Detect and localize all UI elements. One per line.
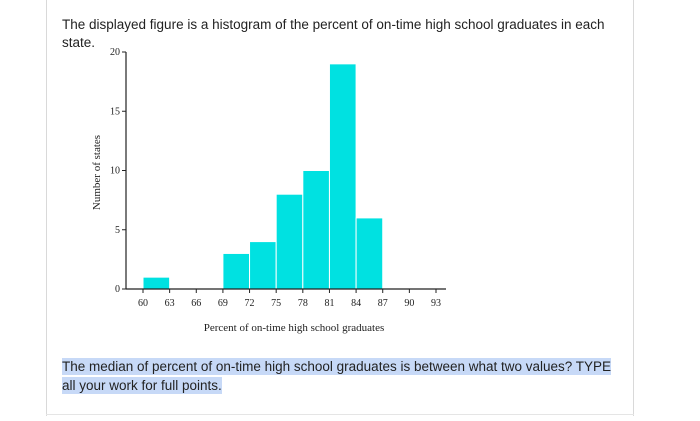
x-tick-label: 93 (431, 298, 441, 309)
x-tick-label: 90 (404, 298, 414, 309)
histogram-bar (275, 193, 304, 290)
question-intro: The displayed figure is a histogram of t… (62, 17, 605, 50)
histogram-bar (355, 217, 384, 290)
histogram-bar (222, 252, 251, 290)
histogram-bar (142, 276, 171, 290)
y-tick-label: 0 (115, 284, 120, 295)
divider (46, 414, 634, 415)
y-tick-label: 20 (110, 47, 120, 58)
histogram-bar (249, 241, 277, 290)
x-tick-label: 87 (378, 298, 388, 309)
x-tick-label: 72 (245, 298, 255, 309)
x-tick-label: 78 (298, 298, 308, 309)
x-tick-label: 81 (324, 298, 334, 309)
y-tick-label: 5 (115, 225, 120, 236)
highlighted-prompt-text: The median of percent of on-time high sc… (62, 358, 612, 394)
x-tick-label: 69 (218, 298, 228, 309)
y-tick-label: 15 (110, 106, 120, 117)
x-tick-label: 66 (191, 298, 201, 309)
y-tick-label: 10 (110, 166, 120, 177)
question-prompt: The median of percent of on-time high sc… (62, 357, 622, 395)
question-card (46, 0, 634, 416)
x-tick-label: 60 (138, 298, 148, 309)
x-tick-label: 75 (271, 298, 281, 309)
y-axis-title: Number of states (91, 135, 103, 210)
x-tick-label: 63 (165, 298, 175, 309)
histogram-bar (302, 170, 330, 290)
x-tick-label: 84 (351, 298, 361, 309)
x-axis-title: Percent of on-time high school graduates (204, 322, 385, 334)
histogram-bar (328, 63, 357, 290)
